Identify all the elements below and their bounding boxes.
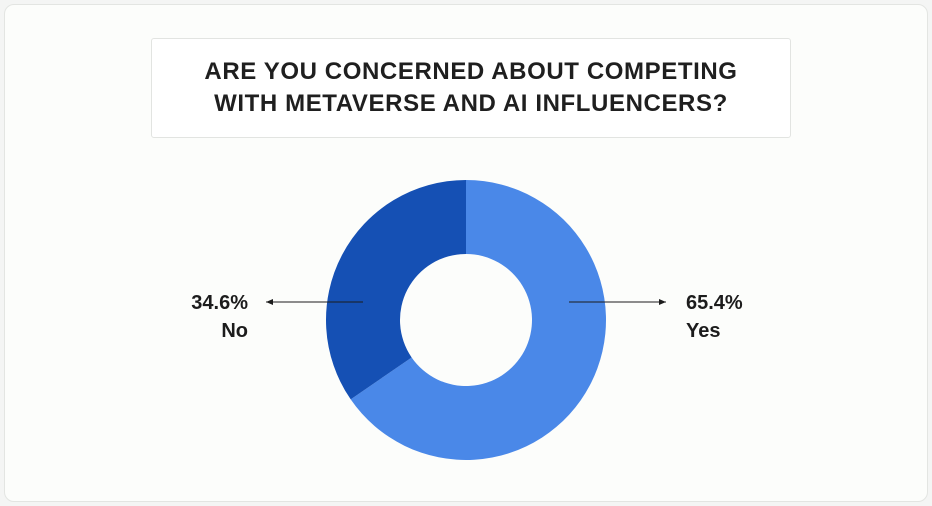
donut-slices <box>326 180 606 460</box>
slice-no <box>326 180 466 400</box>
category-label-no: No <box>221 320 248 342</box>
slice-yes <box>350 180 606 460</box>
chart-title-box: ARE YOU CONCERNED ABOUT COMPETING WITH M… <box>151 38 791 138</box>
chart-title: ARE YOU CONCERNED ABOUT COMPETING WITH M… <box>204 58 738 117</box>
category-label-yes: Yes <box>686 320 720 342</box>
slice-labels: 65.4% Yes 34.6% No <box>191 292 743 342</box>
value-label-no: 34.6% <box>191 292 248 314</box>
value-label-yes: 65.4% <box>686 292 743 314</box>
